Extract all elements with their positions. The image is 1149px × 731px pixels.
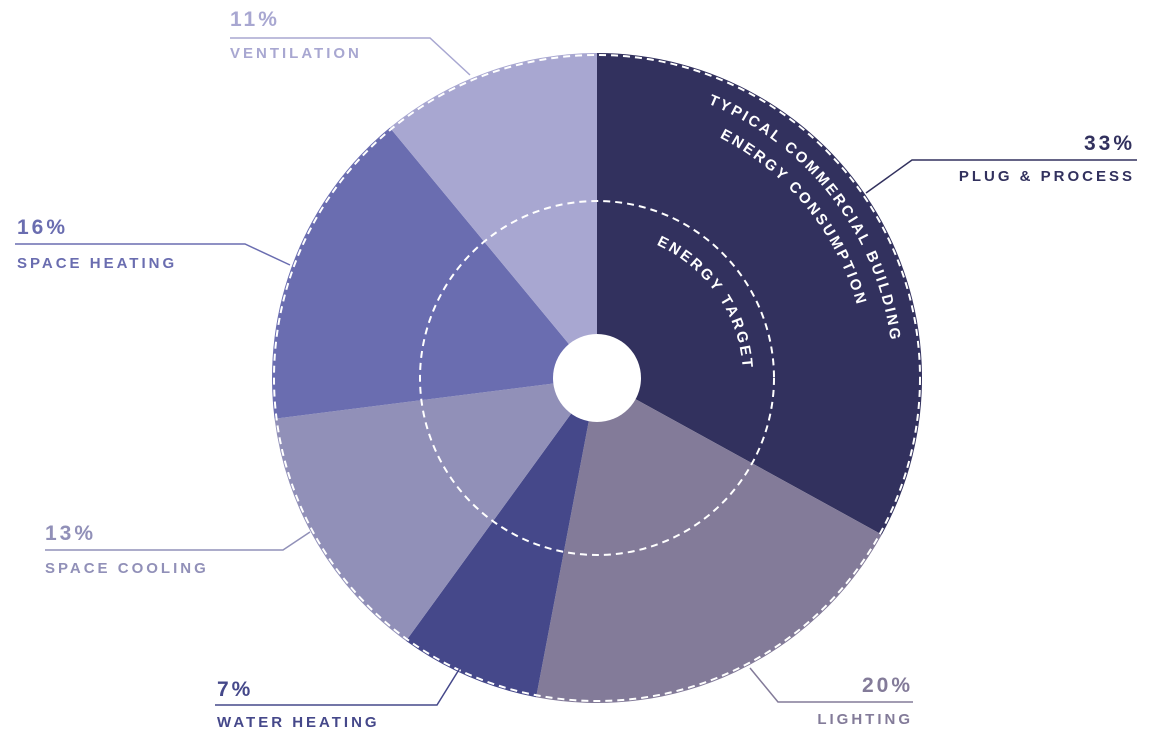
leader-line [45,531,311,551]
center-hole [553,334,641,422]
category-label: LIGHTING [817,711,913,728]
sector [389,52,597,378]
leader-line [15,243,291,266]
category-label: SPACE COOLING [45,560,209,577]
outer-dashed-ring [273,54,921,702]
sectors [271,52,922,703]
category-label: SPACE HEATING [17,255,177,272]
sector [536,378,882,703]
sector [274,378,597,641]
leader-line [865,159,1137,194]
sector [271,127,597,419]
value-label: 7% [217,678,253,701]
value-label: 33% [1084,132,1135,155]
value-label: 13% [45,522,96,545]
sector [405,378,597,698]
sector [597,53,922,535]
value-label: 11% [230,8,280,31]
inner-dashed-ring [419,200,775,556]
category-label: WATER HEATING [217,714,380,731]
leader-line [749,667,913,703]
category-label: VENTILATION [230,45,362,62]
leader-line [215,667,461,706]
category-label: PLUG & PROCESS [959,168,1135,185]
labels: 33% PLUG & PROCESS 20% LIGHTING 7% WATER HEAT… [15,8,1137,731]
value-label: 16% [17,216,68,239]
leader-line [230,37,471,76]
value-label: 20% [862,674,913,697]
